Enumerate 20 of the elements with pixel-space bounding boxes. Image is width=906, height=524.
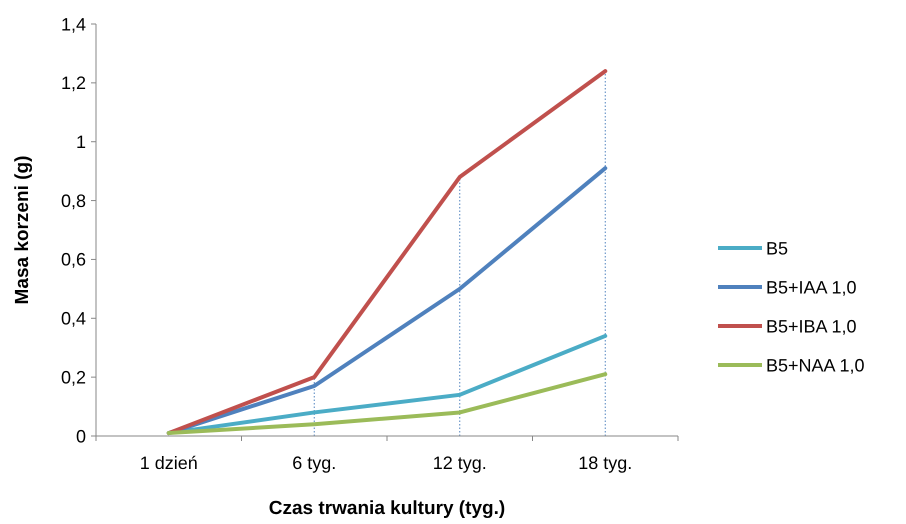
x-tick-label: 6 tyg. <box>292 453 336 473</box>
line-series <box>166 372 608 436</box>
y-tick-label: 1,4 <box>60 14 86 34</box>
line-series <box>166 69 608 436</box>
y-tick-label: 1,2 <box>60 73 86 94</box>
y-tick-label: 0,8 <box>60 190 86 211</box>
y-tick-label: 0,2 <box>60 367 86 388</box>
x-tick-label: 1 dzień <box>140 453 198 473</box>
legend-label: B5+IBA 1,0 <box>766 316 857 336</box>
legend-label: B5+NAA 1,0 <box>766 355 865 376</box>
x-tick-label: 18 tyg. <box>578 453 632 473</box>
y-tick-label: 0,4 <box>60 308 86 329</box>
legend-label: B5 <box>766 238 788 258</box>
y-tick-label: 1 <box>76 132 86 152</box>
y-tick-label: 0,6 <box>60 250 86 270</box>
x-tick-label: 12 tyg. <box>432 453 487 473</box>
y-axis-title: Masa korzeni (g) <box>12 156 33 304</box>
legend-label: B5+IAA 1,0 <box>766 277 857 298</box>
x-axis-title: Czas trwania kultury (tyg.) <box>268 498 506 519</box>
y-tick-label: 0 <box>76 426 86 446</box>
